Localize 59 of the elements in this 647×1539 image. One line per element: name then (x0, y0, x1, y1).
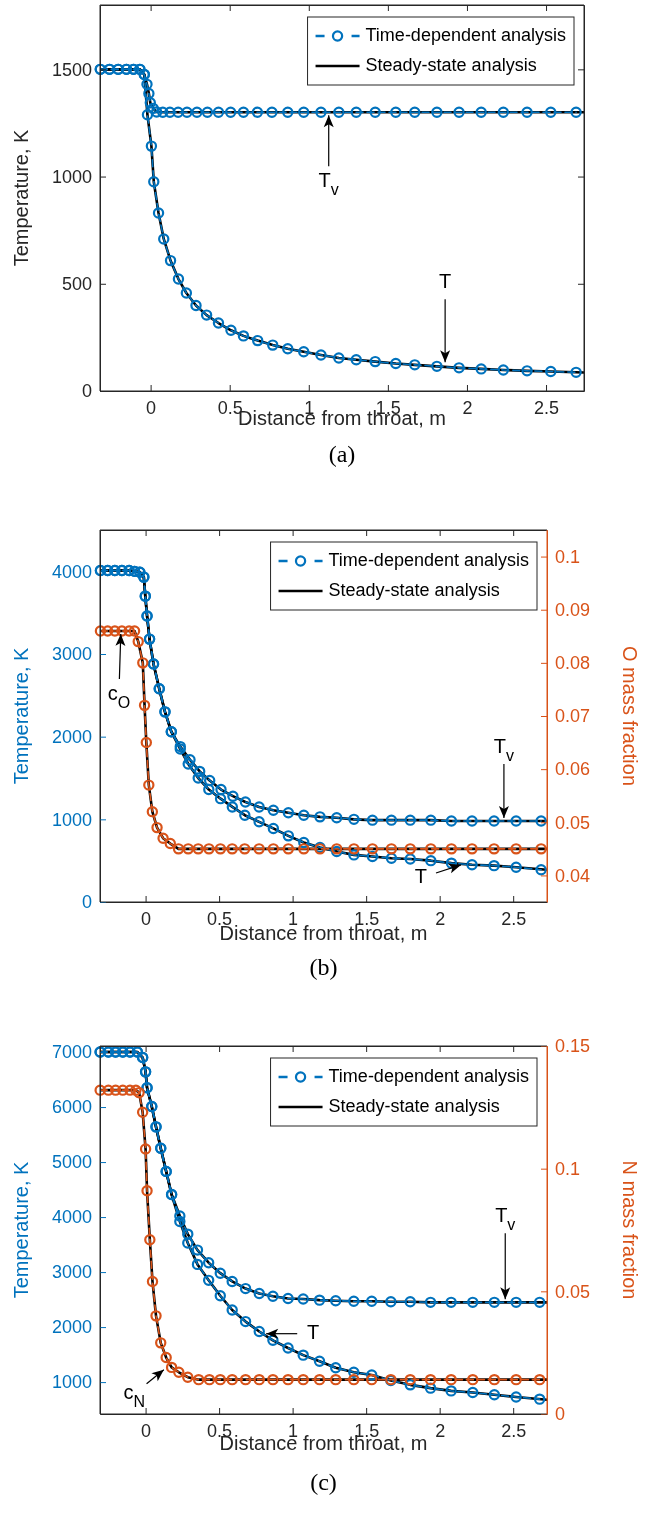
y-axis-title: Temperature, K (10, 1160, 32, 1299)
legend-label: Steady-state analysis (365, 54, 537, 75)
y-tick-label: 1000 (51, 1372, 92, 1393)
y2-tick-label: 0.05 (555, 1281, 591, 1302)
x-tick-label: 2.5 (501, 908, 527, 929)
y2-tick-label: 0.06 (555, 759, 591, 780)
legend-label: Steady-state analysis (328, 1095, 500, 1116)
y2-tick-label: 0.15 (555, 1036, 591, 1057)
y-tick-label: 2000 (51, 726, 92, 747)
annotation: T (414, 865, 427, 888)
y-tick-label: 0 (81, 381, 92, 402)
x-tick-label: 2 (435, 1420, 446, 1441)
legend-label: Time-dependent analysis (365, 24, 566, 45)
x-tick-label: 0 (141, 1420, 152, 1441)
x-tick-label: 0 (141, 908, 152, 929)
y-tick-label: 2000 (51, 1317, 92, 1338)
y2-tick-label: 0.04 (555, 865, 591, 886)
annotation: T$_{v}$ (495, 1204, 516, 1234)
y2-tick-label: 0.1 (555, 1158, 581, 1179)
y-tick-label: 3000 (51, 1262, 92, 1283)
y-axis-title: Temperature, K (10, 646, 32, 785)
y-tick-label: 4000 (51, 561, 92, 582)
y2-tick-label: 0 (555, 1404, 566, 1425)
annotation: c$_{O}$ (107, 682, 131, 711)
y2-tick-label: 0.07 (555, 706, 591, 727)
y-tick-label: 1000 (51, 809, 92, 830)
y2-axis-title: N mass fraction (619, 1160, 641, 1300)
y-tick-label: 1000 (51, 166, 92, 187)
annotation: T$_{v}$ (493, 735, 515, 764)
y-tick-label: 500 (61, 274, 92, 295)
annotation: T (307, 1320, 320, 1343)
y2-axis-title: O mass fraction (619, 645, 641, 787)
legend-label: Steady-state analysis (328, 579, 500, 600)
y-tick-label: 3000 (51, 644, 92, 665)
y-tick-label: 5000 (51, 1152, 92, 1173)
y2-tick-label: 0.09 (555, 599, 591, 620)
annotation: T (439, 270, 452, 293)
x-tick-label: 2 (462, 397, 473, 418)
x-tick-label: 0 (146, 397, 157, 418)
x-tick-label: 2.5 (534, 397, 560, 418)
legend-label: Time-dependent analysis (328, 1065, 529, 1086)
x-tick-label: 2.5 (501, 1420, 527, 1441)
annotation: c$_{N}$ (123, 1381, 145, 1410)
text: (b) (309, 954, 338, 980)
y-tick-label: 6000 (51, 1097, 92, 1118)
x-tick-label: 2 (435, 908, 446, 929)
legend-label: Time-dependent analysis (328, 549, 529, 570)
y2-tick-label: 0.08 (555, 653, 591, 674)
text: (a) (328, 441, 356, 467)
text: (c) (310, 1469, 337, 1495)
y-tick-label: 0 (81, 892, 92, 913)
x-tick-label: 1 (288, 908, 299, 929)
y-axis-title: Temperature, K (10, 128, 32, 267)
y2-tick-label: 0.1 (555, 546, 581, 567)
annotation: T$_{v}$ (318, 169, 339, 198)
y2-tick-label: 0.05 (555, 812, 591, 833)
y-tick-label: 1500 (51, 59, 92, 80)
y-tick-label: 4000 (51, 1207, 92, 1228)
y-tick-label: 7000 (51, 1042, 92, 1063)
